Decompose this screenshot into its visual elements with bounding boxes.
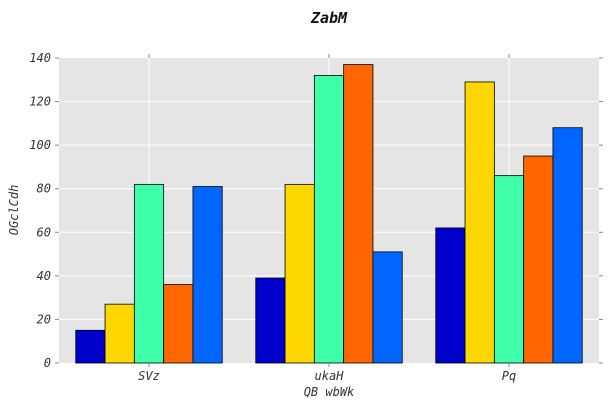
bar [284, 183, 315, 364]
bar [313, 75, 345, 364]
bar [104, 303, 135, 364]
bar [435, 227, 466, 364]
bar [163, 284, 194, 364]
y-tick-label: 100 [29, 138, 51, 152]
bar [75, 329, 106, 364]
bar [493, 175, 525, 364]
y-axis-label: OGclCdh [7, 185, 21, 236]
bar [255, 277, 286, 364]
axis-ticks: 0 20 40 60 80 100 120 140 SVz ukaH Pq [29, 51, 603, 383]
x-tick-label: SVz [138, 369, 160, 383]
y-tick-label: 0 [44, 356, 51, 370]
y-tick-label: 60 [37, 225, 51, 239]
x-axis-label: QB wbWk [304, 385, 355, 399]
x-tick-label: Pq [502, 369, 516, 383]
y-tick-label: 40 [37, 269, 51, 283]
bar [192, 186, 223, 364]
chart-title: ZabM [310, 9, 348, 27]
bar [372, 251, 403, 364]
y-tick-label: 140 [29, 51, 51, 65]
bar [464, 81, 495, 364]
bar [523, 155, 554, 364]
x-tick-label: ukaH [315, 369, 345, 383]
y-tick-label: 80 [37, 182, 51, 196]
bars [75, 64, 583, 364]
bar [343, 64, 374, 364]
y-tick-label: 20 [37, 312, 51, 326]
bar [552, 127, 583, 364]
y-tick-label: 120 [29, 95, 51, 109]
bar [133, 183, 165, 364]
